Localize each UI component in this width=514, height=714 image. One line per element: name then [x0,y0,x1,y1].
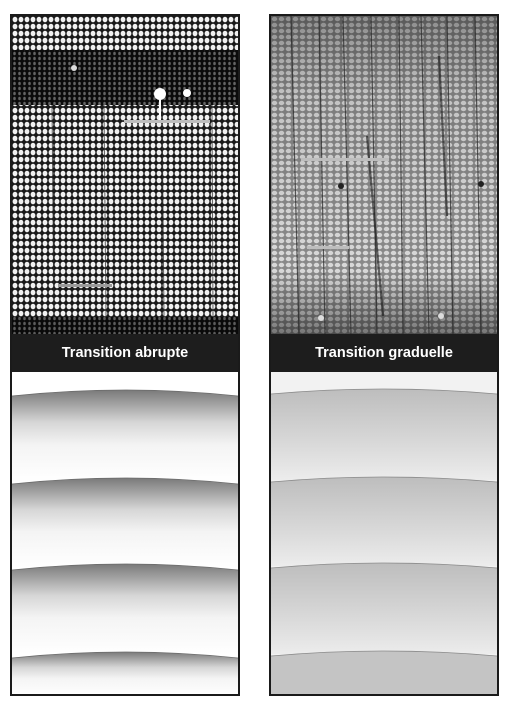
ring-diagram-gradual [271,372,497,694]
caption-gradual-label: Transition graduelle [315,345,453,361]
micrograph-gradual [271,16,497,334]
ring-band [271,650,497,694]
panel-gradual-transition: Transition graduelle [269,14,499,696]
caption-abrupt: Transition abrupte [12,334,238,372]
panel-abrupt-transition: Transition abrupte [10,14,240,696]
ring-band [12,563,238,654]
ring-band [12,389,238,482]
ring-band [271,562,497,654]
ring-band [271,476,497,566]
ring-diagram-abrupt [12,372,238,694]
ring-band [12,651,238,694]
ring-band [271,388,497,480]
caption-abrupt-label: Transition abrupte [61,345,189,361]
micrograph-abrupt [12,16,238,334]
caption-gradual: Transition graduelle [271,334,497,372]
ring-band [12,477,238,568]
